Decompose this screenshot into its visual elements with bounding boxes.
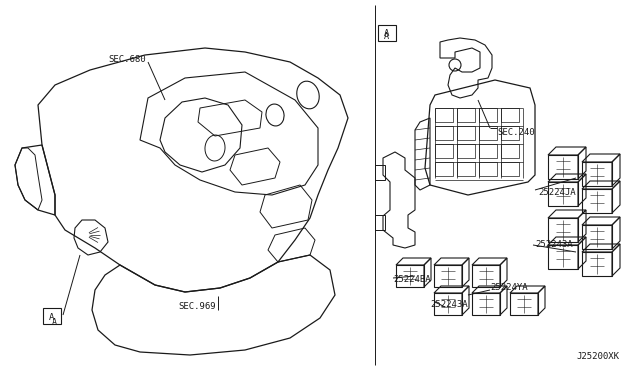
Bar bbox=[457, 162, 475, 176]
Bar bbox=[43, 308, 61, 324]
Bar bbox=[435, 108, 453, 122]
Text: 25224BA: 25224BA bbox=[393, 275, 431, 284]
Bar bbox=[435, 126, 453, 140]
Text: SEC.240: SEC.240 bbox=[497, 128, 534, 137]
Bar bbox=[501, 144, 519, 158]
Text: A: A bbox=[384, 29, 390, 38]
Bar bbox=[378, 25, 396, 41]
Text: SEC.680: SEC.680 bbox=[108, 55, 146, 64]
Bar bbox=[457, 144, 475, 158]
Bar bbox=[501, 162, 519, 176]
Bar bbox=[435, 144, 453, 158]
Text: A: A bbox=[52, 318, 57, 327]
Text: J25200XK: J25200XK bbox=[576, 352, 619, 361]
Bar bbox=[479, 162, 497, 176]
Bar bbox=[501, 126, 519, 140]
Bar bbox=[479, 108, 497, 122]
Bar bbox=[501, 108, 519, 122]
Bar bbox=[479, 126, 497, 140]
Bar bbox=[435, 162, 453, 176]
Text: 252243A: 252243A bbox=[535, 240, 573, 249]
Bar bbox=[457, 126, 475, 140]
Text: 252243A: 252243A bbox=[430, 300, 468, 309]
Bar bbox=[375, 165, 385, 180]
Bar bbox=[457, 108, 475, 122]
Text: SEC.969: SEC.969 bbox=[178, 302, 216, 311]
Bar bbox=[479, 144, 497, 158]
Text: 25224JA: 25224JA bbox=[538, 188, 575, 197]
Bar bbox=[375, 215, 385, 230]
Text: 25224YA: 25224YA bbox=[490, 283, 527, 292]
Text: A: A bbox=[384, 32, 389, 41]
Text: A: A bbox=[49, 314, 54, 323]
